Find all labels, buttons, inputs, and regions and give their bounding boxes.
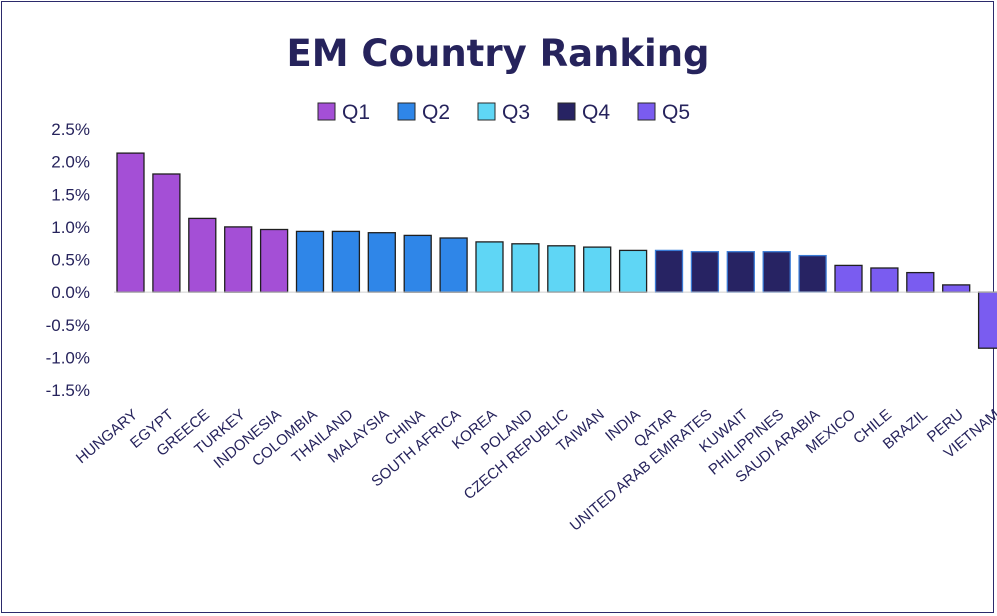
bar-india [618,249,648,293]
legend-label-q1: Q1 [342,101,370,124]
legend-swatch-q1 [317,102,336,121]
legend-swatch-q5 [637,102,656,121]
bar-south-africa [439,237,468,293]
y-axis: 2.5% 2.0% 1.5% 1.0% 0.5% 0.0% -0.5% -1.0% -1.5% [46,120,90,400]
y-tick-label: 2.0% [51,153,90,172]
legend-swatch-q4 [557,102,576,121]
y-tick-label: -1.5% [46,381,90,400]
bar-colombia [295,230,325,293]
chart-legend: Q1 Q2 Q3 Q4 Q5 [317,101,690,124]
bar-brazil [906,271,935,293]
y-tick-label: -0.5% [46,316,90,335]
y-tick-label: 0.0% [51,283,90,302]
bar-peru [942,284,971,293]
bar-saudi-arabia [798,254,827,293]
bar-vietnam [977,291,997,349]
bar-greece [188,217,217,293]
bar-indonesia [259,228,289,293]
bar-malaysia [367,232,396,293]
bar-series [116,152,997,349]
x-axis: HUNGARYEGYPTGREECETURKEYINDONESIACOLOMBI… [73,291,997,535]
bar-kuwait [726,251,755,293]
legend-swatch-q3 [477,102,496,121]
legend-label-q3: Q3 [502,101,530,124]
legend-label-q4: Q4 [582,101,610,124]
bar-philippines [762,251,791,293]
bar-taiwan [583,246,612,293]
bar-hungary [116,152,145,293]
bar-chile [870,267,899,293]
y-tick-label: -1.0% [46,348,90,367]
bar-czech-republic [547,245,576,293]
bar-united-arab-emirates [690,251,720,293]
bar-china [403,234,432,293]
bar-turkey [224,226,253,293]
bar-egypt [152,173,181,293]
bar-poland [511,243,540,293]
legend-swatch-q2 [397,102,416,121]
y-tick-label: 0.5% [51,251,90,270]
y-tick-label: 1.0% [51,218,90,237]
chart-title: EM Country Ranking [286,32,709,75]
legend-label-q2: Q2 [422,101,450,124]
bar-qatar [654,249,684,293]
bar-mexico [834,264,863,293]
legend-label-q5: Q5 [662,101,690,124]
y-tick-label: 1.5% [51,185,90,204]
y-tick-label: 2.5% [51,120,90,139]
bar-korea [475,241,504,293]
bar-thailand [331,230,361,293]
